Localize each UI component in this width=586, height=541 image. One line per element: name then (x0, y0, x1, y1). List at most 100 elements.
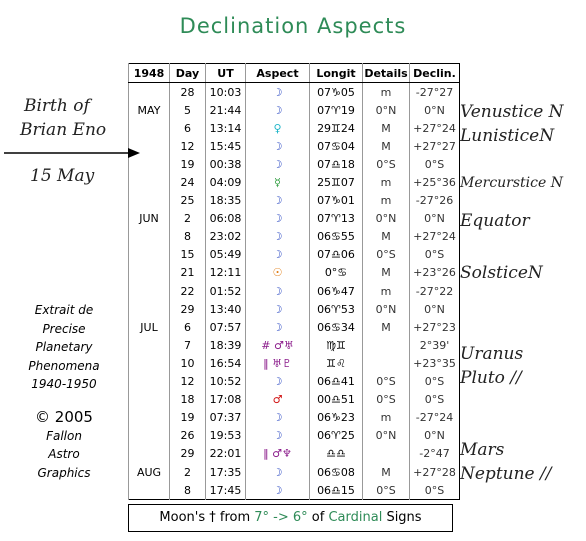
cell-details: 0°S (362, 481, 410, 500)
birth-note: Brian Eno (20, 120, 107, 140)
cell-ut: 15:45 (205, 137, 246, 156)
table-row: 26 19:53 ☽ 06♈25 0°N 0°N (128, 426, 460, 445)
table-row: MAY 5 21:44 ☽ 07♈19 0°N 0°N (128, 101, 460, 120)
cell-details: 0°S (362, 155, 410, 174)
cell-ut: 04:09 (205, 173, 246, 192)
right-note: Venustice N (460, 102, 564, 122)
cell-day: 2 (169, 209, 206, 228)
cell-declin: 0°S (409, 390, 460, 409)
cell-day: 8 (169, 227, 206, 246)
cell-details: m (362, 408, 410, 427)
cell-aspect: ☽ (245, 227, 310, 246)
cell-ut: 06:08 (205, 209, 246, 228)
column-header: Details (362, 63, 410, 83)
table-row: 18 17:08 ♂ 00♎51 0°S 0°S (128, 390, 460, 409)
cell-aspect: ☽ (245, 282, 310, 301)
cell-longit: 25♊07 (309, 173, 363, 192)
cell-ut: 07:57 (205, 318, 246, 337)
cell-details: m (362, 82, 410, 102)
text: Precise (42, 321, 86, 336)
cell-ut: 22:01 (205, 444, 246, 463)
cell-aspect: ☽ (245, 82, 310, 102)
cell-ut: 17:08 (205, 390, 246, 409)
cell-month (128, 300, 170, 319)
table-row: 29 13:40 ☽ 06♈53 0°N 0°N (128, 300, 460, 319)
cell-aspect: ☽ (245, 155, 310, 174)
cell-declin: -27°22 (409, 282, 460, 301)
cell-ut: 16:54 (205, 354, 246, 373)
table-row: 21 12:11 ☉ 0°♋ M +23°26 (128, 263, 460, 283)
cell-declin: 0°S (409, 481, 460, 500)
cell-day: 29 (169, 300, 206, 319)
cell-declin: -2°47 (409, 444, 460, 463)
cell-month (128, 191, 170, 210)
cell-longit: 06♑23 (309, 408, 363, 427)
right-note: Mercurstice N (460, 175, 563, 191)
cell-month (128, 354, 170, 373)
cell-day: 7 (169, 336, 206, 355)
cell-day: 22 (169, 282, 206, 301)
cell-month: JUL (128, 318, 170, 337)
cell-longit: ♊♌ (309, 354, 363, 373)
cell-declin: +27°24 (409, 119, 460, 138)
cell-ut: 19:53 (205, 426, 246, 445)
cell-longit: 06♑47 (309, 282, 363, 301)
cell-longit: ♎♎ (309, 444, 363, 463)
cell-longit: 07♑01 (309, 191, 363, 210)
cell-month (128, 227, 170, 246)
cell-details: 0°N (362, 209, 410, 228)
cell-month (128, 155, 170, 174)
cell-longit: 07♋04 (309, 137, 363, 156)
cell-ut: 10:03 (205, 82, 246, 102)
header-row: 1948 Day UT Aspect Longit Details Declin. (128, 63, 460, 83)
cell-declin: 0°N (409, 426, 460, 445)
column-header: Declin. (409, 63, 460, 83)
cell-aspect: ☽ (245, 372, 310, 391)
cell-longit: 06♈53 (309, 300, 363, 319)
cell-declin: +25°36 (409, 173, 460, 192)
column-header: UT (205, 63, 246, 83)
cell-declin: +23°35 (409, 354, 460, 373)
cell-declin: 0°S (409, 245, 460, 264)
cell-declin: 0°S (409, 155, 460, 174)
right-note: Mars (460, 440, 505, 460)
cell-month (128, 426, 170, 445)
arrow (4, 148, 140, 158)
text: Astro (48, 447, 80, 461)
table-row: 6 13:14 ♀ 29♊24 M +27°24 (128, 119, 460, 138)
text: Graphics (37, 465, 91, 480)
cell-details: 0°S (362, 390, 410, 409)
cell-longit: 07♈13 (309, 209, 363, 228)
right-note: Neptune // (460, 464, 552, 484)
cell-details: M (362, 263, 410, 283)
cell-details: m (362, 173, 410, 192)
cell-aspect: ☽ (245, 137, 310, 156)
cell-declin: 0°N (409, 101, 460, 120)
cell-ut: 12:11 (205, 263, 246, 283)
cell-month: AUG (128, 462, 170, 482)
cell-longit: 0°♋ (309, 263, 363, 283)
right-note: Pluto // (460, 368, 522, 388)
column-header: 1948 (128, 63, 170, 83)
cell-day: 6 (169, 119, 206, 138)
footer-text: Cardinal (328, 510, 383, 525)
cell-declin: -27°24 (409, 408, 460, 427)
cell-declin: 0°S (409, 372, 460, 391)
cell-declin: 0°N (409, 300, 460, 319)
cell-day: 25 (169, 191, 206, 210)
cell-day: 19 (169, 155, 206, 174)
cell-day: 8 (169, 481, 206, 500)
cell-declin: 0°N (409, 209, 460, 228)
cell-ut: 00:38 (205, 155, 246, 174)
table-row: 15 05:49 ☽ 07♎06 0°S 0°S (128, 245, 460, 264)
cell-aspect: ☿ (245, 173, 310, 192)
cell-aspect: ‖ ♅♇ (245, 354, 310, 373)
cell-longit: 07♈19 (309, 101, 363, 120)
cell-declin: +23°26 (409, 263, 460, 283)
cell-declin: -27°26 (409, 191, 460, 210)
column-header: Day (169, 63, 206, 83)
cell-longit: 06♋08 (309, 462, 363, 482)
cell-declin: +27°27 (409, 137, 460, 156)
cell-longit: 06♋34 (309, 318, 363, 337)
cell-aspect: ☽ (245, 245, 310, 264)
